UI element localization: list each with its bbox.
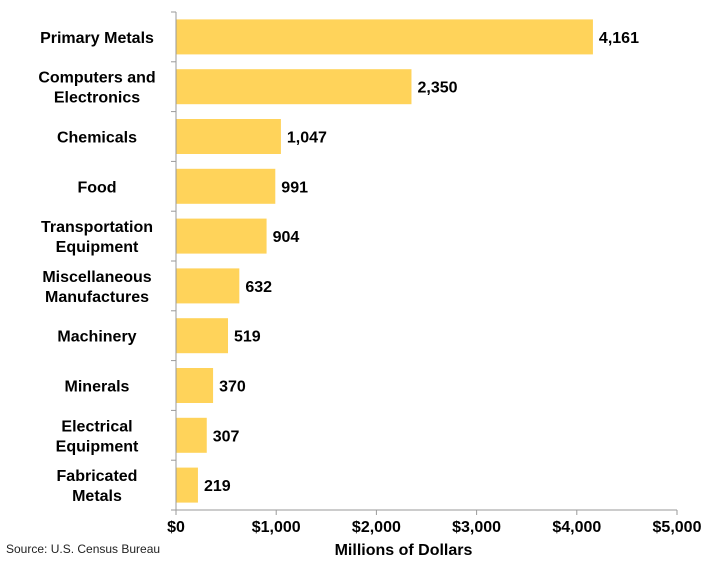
bar (176, 218, 267, 254)
source-note: Source: U.S. Census Bureau (6, 542, 161, 556)
x-ticks (171, 11, 678, 515)
value-label: 991 (281, 179, 308, 196)
bar (176, 417, 207, 453)
x-axis-title: Millions of Dollars (335, 542, 473, 559)
bar (176, 368, 214, 403)
category-label: Electrical Equipment (56, 418, 139, 455)
x-tick-label: $0 (167, 519, 185, 536)
bar (176, 467, 198, 503)
category-label: Fabricated Metals (57, 468, 138, 505)
category-label: Computers and Electronics (38, 70, 155, 107)
bars-group (176, 19, 593, 503)
category-label: Machinery (57, 329, 136, 346)
value-label: 219 (204, 478, 231, 495)
value-label: 519 (234, 329, 261, 346)
value-label: 370 (219, 379, 246, 396)
value-label: 632 (245, 279, 272, 296)
category-label: Transportation Equipment (41, 219, 153, 256)
category-label: Miscellaneous Manufactures (42, 269, 151, 306)
bar (176, 19, 593, 55)
bar (176, 69, 412, 105)
category-labels: Primary Metals Computers and Electronics Ch… (38, 30, 155, 505)
x-tick-label: $5,000 (653, 519, 702, 536)
x-tick-labels: $0 $1,000 $2,000 $3,000 $4,000 $5,000 (167, 519, 701, 536)
bar (176, 168, 276, 204)
bar (176, 119, 281, 154)
value-label: 4,161 (599, 30, 639, 47)
value-labels: 4,161 2,350 1,047 991 904 632 519 370 307 219 (204, 30, 639, 495)
category-label: Minerals (65, 379, 130, 396)
value-label: 1,047 (287, 130, 327, 147)
bar (176, 268, 240, 304)
value-label: 307 (213, 428, 240, 445)
x-tick-label: $2,000 (352, 519, 401, 536)
value-label: 2,350 (417, 80, 457, 97)
x-tick-label: $1,000 (252, 519, 301, 536)
category-label: Chemicals (57, 130, 137, 147)
x-tick-label: $4,000 (552, 519, 601, 536)
bar (176, 318, 229, 354)
value-label: 904 (273, 229, 300, 246)
category-label: Food (77, 179, 116, 196)
category-label: Primary Metals (40, 30, 154, 47)
x-tick-label: $3,000 (452, 519, 501, 536)
